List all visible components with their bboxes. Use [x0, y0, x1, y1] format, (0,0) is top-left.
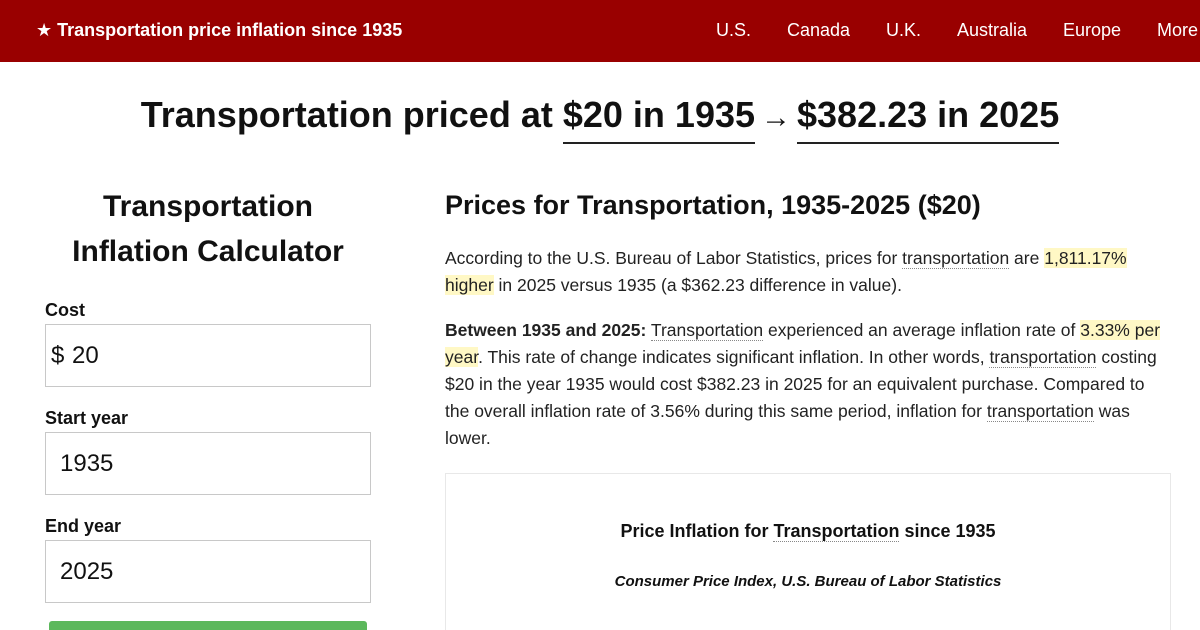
p2-text-3: costing $20 in the year 1935 would cost …	[445, 347, 1157, 421]
end-year-label: End year	[45, 516, 122, 536]
nav-link-us[interactable]: U.S.	[716, 20, 752, 40]
chart-container: Price Inflation for Transportation since…	[445, 473, 1171, 630]
cost-input[interactable]: $ 20	[45, 324, 371, 387]
nav-link-canada[interactable]: Canada	[787, 20, 851, 40]
summary-paragraph: According to the U.S. Bureau of Labor St…	[445, 245, 1165, 299]
nav-link-europe[interactable]: Europe	[1063, 20, 1122, 40]
brand-link[interactable]: ★ Transportation price inflation since 1…	[36, 20, 403, 40]
start-year-value: 1935	[60, 450, 114, 477]
chart-title: Price Inflation for Transportation since…	[446, 521, 1170, 542]
p1-text-2: are	[1009, 248, 1045, 268]
nav-link-uk[interactable]: U.K.	[886, 20, 922, 40]
headline-prefix: Transportation priced at	[140, 94, 553, 135]
start-year-input[interactable]: 1935	[45, 432, 371, 495]
start-year-label: Start year	[45, 408, 129, 428]
p2-term-link-2[interactable]: transportation	[989, 347, 1097, 368]
p2-text-1: experienced an average inflation rate of	[763, 320, 1081, 340]
p2-text-4: was lower.	[445, 401, 1130, 448]
calculator-title-line2: Inflation Calculator	[72, 235, 344, 268]
p1-text-1: According to the U.S. Bureau of Labor St…	[445, 248, 903, 268]
end-year-value: 2025	[60, 558, 114, 585]
page-headline: Transportation priced at $20 in 1935 → $38…	[0, 94, 1200, 144]
currency-prefix: $	[51, 342, 65, 369]
p1-text-3: in 2025 versus 1935 (a $362.23 differenc…	[493, 275, 902, 295]
chart-title-term-link[interactable]: Transportation	[773, 521, 900, 542]
end-year-input[interactable]: 2025	[45, 540, 371, 603]
main-heading: Prices for Transportation, 1935-2025 ($2…	[445, 190, 981, 220]
p2-term-link-1[interactable]: Transportation	[650, 320, 764, 341]
cost-label: Cost	[45, 300, 85, 320]
headline-start-value: $20 in 1935	[562, 94, 756, 144]
arrow-icon: →	[761, 101, 792, 134]
headline-end-value: $382.23 in 2025	[797, 94, 1060, 144]
p1-term-link[interactable]: transportation	[902, 248, 1010, 269]
calculate-button[interactable]	[49, 621, 367, 630]
nav-link-australia[interactable]: Australia	[957, 20, 1028, 40]
navbar: ★ Transportation price inflation since 1…	[0, 0, 1200, 62]
chart-title-post: since 1935	[899, 521, 996, 541]
cost-value: 20	[72, 342, 99, 369]
nav-link-more[interactable]: More	[1157, 20, 1199, 40]
calculator-title-line1: Transportation	[102, 190, 313, 223]
p2-term-link-3[interactable]: transportation	[986, 401, 1094, 422]
nav-links: U.S. Canada U.K. Australia Europe More	[0, 20, 1200, 44]
detail-paragraph: Between 1935 and 2025: Transportation ex…	[445, 317, 1165, 452]
p2-text-2: . This rate of change indicates signific…	[478, 347, 990, 367]
chart-subtitle: Consumer Price Index, U.S. Bureau of Lab…	[614, 573, 1002, 590]
p2-bold-lead: Between 1935 and 2025:	[445, 320, 647, 340]
calculator-title: Transportation Inflation Calculator	[45, 184, 371, 274]
chart-title-pre: Price Inflation for	[620, 521, 774, 541]
